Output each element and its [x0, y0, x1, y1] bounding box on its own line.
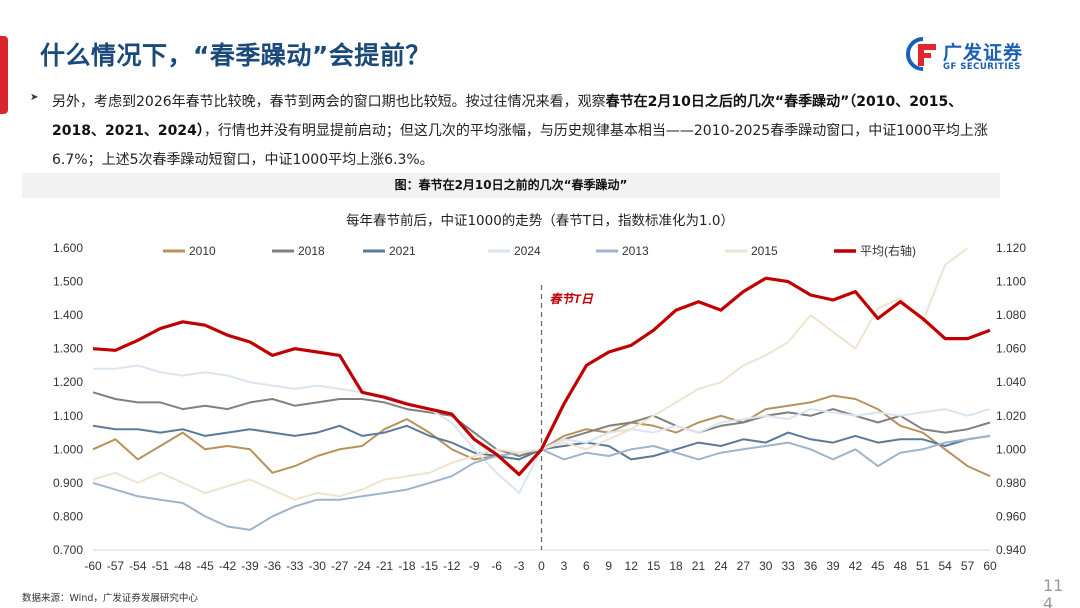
y-left-tick-label: 1.600 — [53, 241, 83, 255]
legend-label: 2013 — [622, 244, 649, 258]
y-left-tick-label: 1.300 — [53, 342, 83, 356]
y-right-tick-label: 1.100 — [996, 275, 1026, 289]
t-day-annotation: 春节T日 — [550, 292, 594, 306]
accent-bar — [0, 36, 8, 114]
series-line- — [92, 276, 991, 477]
series-line-2015 — [92, 247, 969, 501]
x-tick-label: 3 — [561, 559, 568, 573]
x-tick-label: 24 — [714, 559, 728, 573]
x-tick-label: 21 — [692, 559, 706, 573]
x-tick-label: 30 — [759, 559, 773, 573]
y-right-tick-label: 1.040 — [996, 375, 1026, 389]
x-tick-label: -24 — [353, 559, 371, 573]
body-text-1: 另外，考虑到2026年春节比较晚，春节到两会的窗口期也比较短。按过往情况来看，观… — [52, 94, 606, 110]
x-tick-label: -6 — [491, 559, 502, 573]
logo-text-cn: 广发证券 — [943, 42, 1024, 64]
y-right-tick-label: 0.940 — [996, 543, 1026, 557]
page-title: 什么情况下，“春季躁动”会提前？ — [40, 41, 431, 70]
chart-title: 每年春节前后，中证1000的走势（春节T日，指数标准化为1.0） — [345, 213, 735, 229]
data-source: 数据来源：Wind，广发证券发展研究中心 — [22, 593, 198, 604]
x-tick-label: 33 — [781, 559, 795, 573]
x-tick-label: 18 — [669, 559, 683, 573]
x-tick-label: -39 — [241, 559, 259, 573]
x-tick-label: -18 — [398, 559, 416, 573]
x-tick-label: -57 — [107, 559, 125, 573]
x-tick-label: 45 — [871, 559, 885, 573]
legend-label: 平均(右轴) — [860, 243, 916, 258]
body-paragraph: 另外，考虑到2026年春节比较晚，春节到两会的窗口期也比较短。按过往情况来看，观… — [52, 88, 1012, 175]
x-tick-label: 27 — [737, 559, 751, 573]
x-tick-label: -60 — [84, 559, 102, 573]
body-text-2: ，行情也并没有明显提前启动；但这几次的平均涨幅，与历史规律基本相当——2010-… — [52, 123, 988, 168]
figure-caption: 图：春节在2月10日之前的几次“春季躁动” — [22, 173, 1000, 198]
y-left-tick-label: 1.200 — [53, 375, 83, 389]
y-right-tick-label: 0.980 — [996, 476, 1026, 490]
x-tick-label: -30 — [309, 559, 327, 573]
x-tick-label: 51 — [916, 559, 930, 573]
y-left-tick-label: 1.100 — [53, 409, 83, 423]
legend-label: 2018 — [298, 244, 325, 258]
legend-label: 2021 — [389, 244, 416, 258]
y-right-tick-label: 1.020 — [996, 409, 1026, 423]
legend-label: 2015 — [751, 244, 778, 258]
y-left-tick-label: 1.000 — [53, 442, 83, 456]
x-tick-label: -15 — [421, 559, 439, 573]
x-tick-label: -3 — [514, 559, 525, 573]
y-left-tick-label: 0.700 — [53, 543, 83, 557]
x-tick-label: -21 — [376, 559, 394, 573]
x-tick-label: 36 — [804, 559, 818, 573]
logo-text-en: GF SECURITIES — [943, 62, 1021, 72]
x-tick-label: 57 — [961, 559, 975, 573]
x-tick-label: -33 — [286, 559, 304, 573]
x-tick-label: -36 — [264, 559, 282, 573]
legend-label: 2010 — [189, 244, 216, 258]
y-right-tick-label: 1.060 — [996, 342, 1026, 356]
body-text-bold: 春节在2月10日之后的几次“春季躁动”（2010、2015、2018、2021、… — [52, 94, 963, 139]
line-chart: 0.700 0.800 0.900 1.000 1.100 1.200 1.300 1.400… — [53, 241, 1026, 573]
gf-securities-logo: 广发证券 GF SECURITIES — [905, 36, 1045, 76]
x-tick-label: 60 — [983, 559, 997, 573]
y-right-tick-label: 1.080 — [996, 308, 1026, 322]
x-tick-label: -9 — [469, 559, 480, 573]
arrow-bullet-icon: ➤ — [30, 92, 39, 103]
y-left-tick-label: 0.900 — [53, 476, 83, 490]
logo-mark-icon — [906, 37, 936, 71]
x-tick-label: -42 — [219, 559, 237, 573]
x-tick-label: -51 — [152, 559, 170, 573]
x-tick-label: 9 — [605, 559, 612, 573]
x-tick-label: 0 — [538, 559, 545, 573]
y-left-tick-label: 0.800 — [53, 509, 83, 523]
page-number: 11 4 — [1043, 576, 1064, 608]
y-left-tick-label: 1.400 — [53, 308, 83, 322]
y-right-tick-label: 1.120 — [996, 241, 1026, 255]
x-tick-label: 42 — [849, 559, 863, 573]
x-tick-label: 54 — [938, 559, 952, 573]
x-tick-label: -27 — [331, 559, 349, 573]
y-left-tick-label: 1.500 — [53, 275, 83, 289]
x-tick-label: -12 — [443, 559, 461, 573]
legend-label: 2024 — [514, 244, 541, 258]
x-tick-label: -54 — [129, 559, 147, 573]
y-right-tick-label: 0.960 — [996, 509, 1026, 523]
x-tick-label: -48 — [174, 559, 192, 573]
x-tick-label: 48 — [894, 559, 908, 573]
x-tick-label: -45 — [196, 559, 214, 573]
x-tick-label: 6 — [583, 559, 590, 573]
x-tick-label: 12 — [625, 559, 639, 573]
x-tick-label: 39 — [826, 559, 840, 573]
y-right-tick-label: 1.000 — [996, 442, 1026, 456]
x-tick-label: 15 — [647, 559, 661, 573]
